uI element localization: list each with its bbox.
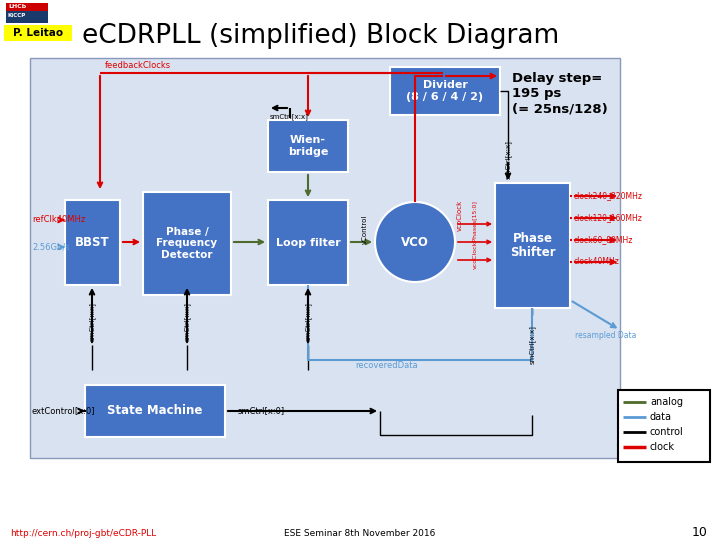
Text: vcoClockPhases[15:0]: vcoClockPhases[15:0] <box>472 200 477 269</box>
Text: eCDRPLL (simplified) Block Diagram: eCDRPLL (simplified) Block Diagram <box>82 23 559 49</box>
Text: clock40MHz: clock40MHz <box>574 258 620 267</box>
Text: KiCCP: KiCCP <box>8 13 26 18</box>
Bar <box>495 183 570 308</box>
Text: 2.56Gb/s: 2.56Gb/s <box>32 242 70 252</box>
Bar <box>6 3 48 23</box>
Bar <box>143 192 231 295</box>
Text: extControl[x:0]: extControl[x:0] <box>32 407 96 415</box>
Bar <box>30 58 620 458</box>
Text: smCtrl[x:x]: smCtrl[x:x] <box>505 140 511 179</box>
Text: Phase /
Frequency
Detector: Phase / Frequency Detector <box>156 227 217 260</box>
Text: 10: 10 <box>692 526 708 539</box>
Bar <box>268 120 348 172</box>
Text: refClk40MHz: refClk40MHz <box>32 215 85 225</box>
Text: LHCb: LHCb <box>8 4 26 9</box>
Bar <box>85 385 225 437</box>
Text: data: data <box>650 412 672 422</box>
Text: smCtrl[x:x]: smCtrl[x:x] <box>184 302 190 341</box>
Text: vControl: vControl <box>362 215 368 245</box>
Text: smCtrl[x:0]: smCtrl[x:0] <box>238 407 285 415</box>
Text: clock240_320MHz: clock240_320MHz <box>574 192 643 200</box>
Text: control: control <box>650 427 684 437</box>
Bar <box>268 200 348 285</box>
Circle shape <box>375 202 455 282</box>
Text: resampled Data: resampled Data <box>575 330 636 340</box>
Text: clock120_160MHz: clock120_160MHz <box>574 213 643 222</box>
Text: ESE Seminar 8th November 2016: ESE Seminar 8th November 2016 <box>284 529 436 537</box>
Bar <box>390 67 500 115</box>
Text: BBST: BBST <box>75 236 110 249</box>
Text: analog: analog <box>650 397 683 407</box>
Text: clock60_80MHz: clock60_80MHz <box>574 235 634 245</box>
Bar <box>618 390 710 462</box>
Text: Phase
Shifter: Phase Shifter <box>510 232 555 260</box>
Text: State Machine: State Machine <box>107 404 203 417</box>
Text: smCtrl[x:x]: smCtrl[x:x] <box>305 302 311 341</box>
Text: feedbackClocks: feedbackClocks <box>105 61 171 70</box>
Text: Loop filter: Loop filter <box>276 238 341 247</box>
Bar <box>65 200 120 285</box>
Text: smCtrl[x:x]: smCtrl[x:x] <box>528 325 536 364</box>
Text: Wien-
bridge: Wien- bridge <box>288 135 328 157</box>
Text: Delay step=
195 ps
(= 25ns/128): Delay step= 195 ps (= 25ns/128) <box>512 72 608 115</box>
Text: clock: clock <box>650 442 675 452</box>
Text: smCtrl[x:x]: smCtrl[x:x] <box>89 302 95 341</box>
Text: vcoClock: vcoClock <box>457 200 463 231</box>
Bar <box>4 25 72 41</box>
Text: VCO: VCO <box>401 235 429 248</box>
Text: recoveredData: recoveredData <box>355 361 418 369</box>
Bar <box>6 11 48 23</box>
Text: Divider
(8 / 6 / 4 / 2): Divider (8 / 6 / 4 / 2) <box>406 80 484 102</box>
Text: P. Leitao: P. Leitao <box>13 28 63 38</box>
Text: smCtrl[x:x]: smCtrl[x:x] <box>270 113 309 120</box>
Text: http://cern.ch/proj-gbt/eCDR-PLL: http://cern.ch/proj-gbt/eCDR-PLL <box>10 529 156 537</box>
